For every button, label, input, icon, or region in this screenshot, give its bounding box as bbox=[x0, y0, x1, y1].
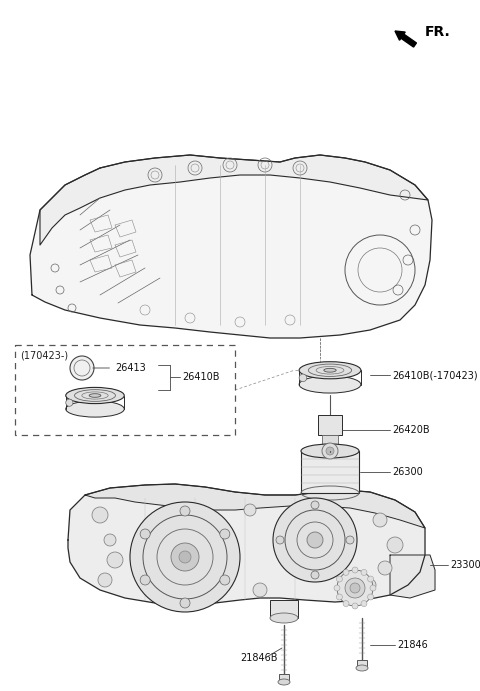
Circle shape bbox=[368, 594, 373, 600]
Circle shape bbox=[92, 507, 108, 523]
Circle shape bbox=[334, 585, 340, 591]
Bar bbox=[279, 674, 289, 682]
Circle shape bbox=[336, 594, 342, 600]
Circle shape bbox=[373, 513, 387, 527]
Circle shape bbox=[273, 498, 357, 582]
Circle shape bbox=[368, 576, 373, 582]
Bar bbox=[357, 660, 367, 668]
Circle shape bbox=[350, 583, 360, 593]
Ellipse shape bbox=[270, 613, 298, 623]
Ellipse shape bbox=[299, 376, 361, 393]
Text: FR.: FR. bbox=[425, 25, 451, 39]
Text: 26413: 26413 bbox=[93, 363, 146, 373]
Bar bbox=[301, 451, 359, 493]
Text: (170423-): (170423-) bbox=[20, 350, 68, 360]
Circle shape bbox=[307, 532, 323, 548]
Polygon shape bbox=[390, 555, 435, 598]
Ellipse shape bbox=[66, 401, 124, 417]
Circle shape bbox=[140, 529, 150, 539]
Circle shape bbox=[180, 506, 190, 516]
Circle shape bbox=[345, 578, 365, 598]
Circle shape bbox=[364, 579, 376, 591]
Bar bbox=[270, 600, 298, 618]
Circle shape bbox=[140, 575, 150, 585]
Ellipse shape bbox=[299, 361, 361, 379]
Bar bbox=[318, 415, 342, 435]
Polygon shape bbox=[85, 484, 425, 528]
Circle shape bbox=[276, 536, 284, 544]
Circle shape bbox=[343, 569, 349, 576]
Circle shape bbox=[107, 552, 123, 568]
Circle shape bbox=[299, 374, 307, 381]
Polygon shape bbox=[30, 155, 432, 338]
Polygon shape bbox=[40, 155, 428, 245]
Polygon shape bbox=[68, 484, 425, 605]
Ellipse shape bbox=[356, 665, 368, 671]
Circle shape bbox=[378, 561, 392, 575]
Circle shape bbox=[361, 569, 367, 576]
Text: 26300: 26300 bbox=[392, 467, 423, 477]
Circle shape bbox=[70, 356, 94, 380]
Circle shape bbox=[180, 598, 190, 608]
Circle shape bbox=[253, 583, 267, 597]
Circle shape bbox=[326, 447, 334, 455]
Circle shape bbox=[171, 543, 199, 571]
Ellipse shape bbox=[66, 388, 124, 404]
Circle shape bbox=[98, 573, 112, 587]
Ellipse shape bbox=[89, 394, 101, 397]
Circle shape bbox=[387, 537, 403, 553]
Circle shape bbox=[370, 585, 376, 591]
Circle shape bbox=[130, 502, 240, 612]
Ellipse shape bbox=[324, 368, 336, 372]
Text: 26420B: 26420B bbox=[392, 425, 430, 435]
Text: 23300: 23300 bbox=[450, 560, 480, 570]
Ellipse shape bbox=[278, 679, 290, 685]
Text: 26410B: 26410B bbox=[182, 372, 219, 382]
FancyArrow shape bbox=[395, 31, 417, 47]
Circle shape bbox=[352, 567, 358, 573]
Circle shape bbox=[352, 603, 358, 609]
Circle shape bbox=[343, 600, 349, 607]
Bar bbox=[322, 435, 338, 445]
Circle shape bbox=[179, 551, 191, 563]
Text: 21846B: 21846B bbox=[240, 653, 277, 663]
Circle shape bbox=[311, 501, 319, 509]
Circle shape bbox=[361, 600, 367, 607]
Ellipse shape bbox=[301, 444, 359, 458]
Circle shape bbox=[220, 575, 230, 585]
Circle shape bbox=[322, 443, 338, 459]
Circle shape bbox=[337, 570, 373, 606]
Circle shape bbox=[311, 571, 319, 579]
Circle shape bbox=[66, 399, 73, 406]
Text: 21846: 21846 bbox=[397, 640, 428, 650]
Circle shape bbox=[244, 504, 256, 516]
Circle shape bbox=[104, 534, 116, 546]
Circle shape bbox=[220, 529, 230, 539]
Circle shape bbox=[346, 536, 354, 544]
Text: 26410B(-170423): 26410B(-170423) bbox=[392, 370, 478, 380]
Circle shape bbox=[336, 576, 342, 582]
